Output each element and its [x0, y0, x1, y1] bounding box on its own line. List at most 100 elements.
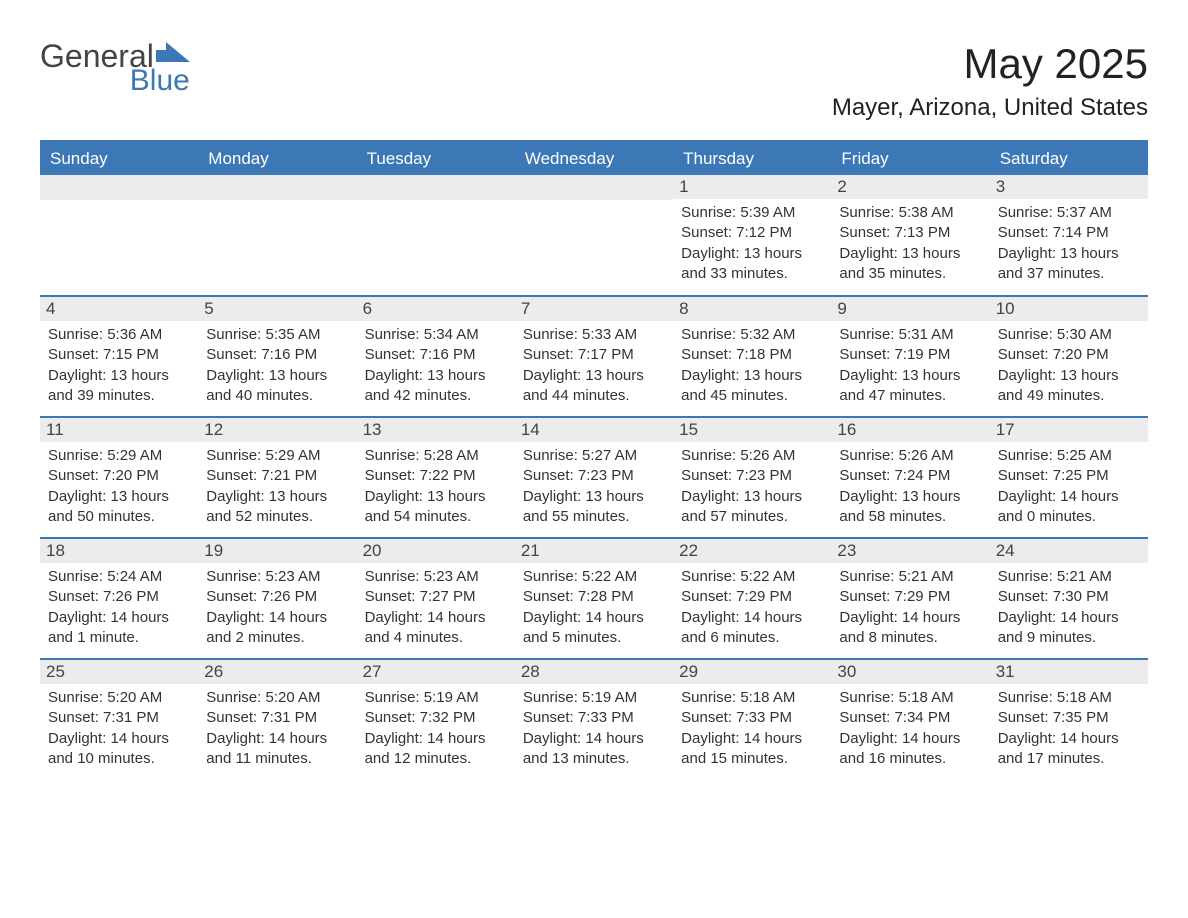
day-number: 3 — [990, 175, 1148, 199]
day-number: 18 — [40, 539, 198, 563]
day-name: Tuesday — [357, 143, 515, 175]
daylight-text: Daylight: 13 hours and 47 minutes. — [839, 366, 981, 407]
sunset-text: Sunset: 7:30 PM — [998, 587, 1140, 607]
day-info: Sunrise: 5:18 AMSunset: 7:33 PMDaylight:… — [681, 688, 823, 769]
day-number: 12 — [198, 418, 356, 442]
day-cell: 29Sunrise: 5:18 AMSunset: 7:33 PMDayligh… — [673, 660, 831, 779]
day-cell — [515, 175, 673, 295]
calendar: Sunday Monday Tuesday Wednesday Thursday… — [40, 140, 1148, 779]
sunset-text: Sunset: 7:24 PM — [839, 466, 981, 486]
sunrise-text: Sunrise: 5:20 AM — [48, 688, 190, 708]
sunset-text: Sunset: 7:31 PM — [206, 708, 348, 728]
day-info: Sunrise: 5:37 AMSunset: 7:14 PMDaylight:… — [998, 203, 1140, 284]
day-cell: 17Sunrise: 5:25 AMSunset: 7:25 PMDayligh… — [990, 418, 1148, 537]
day-info: Sunrise: 5:34 AMSunset: 7:16 PMDaylight:… — [365, 325, 507, 406]
sunrise-text: Sunrise: 5:19 AM — [365, 688, 507, 708]
sunrise-text: Sunrise: 5:18 AM — [998, 688, 1140, 708]
day-info: Sunrise: 5:23 AMSunset: 7:27 PMDaylight:… — [365, 567, 507, 648]
day-cell: 22Sunrise: 5:22 AMSunset: 7:29 PMDayligh… — [673, 539, 831, 658]
day-number: 13 — [357, 418, 515, 442]
logo-blue-text: Blue — [118, 66, 190, 96]
day-cell: 26 Sunrise: 5:20 AMSunset: 7:31 PMDayligh… — [198, 660, 356, 779]
sunset-text: Sunset: 7:22 PM — [365, 466, 507, 486]
day-cell: 3 Sunrise: 5:37 AMSunset: 7:14 PMDaylight… — [990, 175, 1148, 295]
day-cell — [198, 175, 356, 295]
daylight-text: Daylight: 13 hours and 55 minutes. — [523, 487, 665, 528]
daylight-text: Daylight: 14 hours and 16 minutes. — [839, 729, 981, 770]
logo: General Blue — [40, 40, 190, 96]
day-number: 20 — [357, 539, 515, 563]
sunset-text: Sunset: 7:27 PM — [365, 587, 507, 607]
sunrise-text: Sunrise: 5:24 AM — [48, 567, 190, 587]
sunrise-text: Sunrise: 5:26 AM — [681, 446, 823, 466]
day-info: Sunrise: 5:22 AMSunset: 7:29 PMDaylight:… — [681, 567, 823, 648]
daylight-text: Daylight: 13 hours and 49 minutes. — [998, 366, 1140, 407]
sunset-text: Sunset: 7:14 PM — [998, 223, 1140, 243]
day-number: 28 — [515, 660, 673, 684]
daylight-text: Daylight: 14 hours and 15 minutes. — [681, 729, 823, 770]
day-info: Sunrise: 5:31 AMSunset: 7:19 PMDaylight:… — [839, 325, 981, 406]
day-info: Sunrise: 5:19 AMSunset: 7:32 PMDaylight:… — [365, 688, 507, 769]
sunset-text: Sunset: 7:29 PM — [681, 587, 823, 607]
day-cell: 19Sunrise: 5:23 AMSunset: 7:26 PMDayligh… — [198, 539, 356, 658]
day-info: Sunrise: 5:21 AMSunset: 7:30 PMDaylight:… — [998, 567, 1140, 648]
day-number: 17 — [990, 418, 1148, 442]
day-cell: 31Sunrise: 5:18 AMSunset: 7:35 PMDayligh… — [990, 660, 1148, 779]
day-info: Sunrise: 5:38 AMSunset: 7:13 PMDaylight:… — [839, 203, 981, 284]
day-info: Sunrise: 5:26 AMSunset: 7:24 PMDaylight:… — [839, 446, 981, 527]
sunrise-text: Sunrise: 5:32 AM — [681, 325, 823, 345]
day-number: 24 — [990, 539, 1148, 563]
day-number: 14 — [515, 418, 673, 442]
day-cell: 15Sunrise: 5:26 AMSunset: 7:23 PMDayligh… — [673, 418, 831, 537]
day-number: 19 — [198, 539, 356, 563]
day-name: Sunday — [40, 143, 198, 175]
daylight-text: Daylight: 13 hours and 33 minutes. — [681, 244, 823, 285]
daylight-text: Daylight: 14 hours and 0 minutes. — [998, 487, 1140, 528]
sunset-text: Sunset: 7:23 PM — [523, 466, 665, 486]
sunrise-text: Sunrise: 5:29 AM — [206, 446, 348, 466]
daylight-text: Daylight: 14 hours and 9 minutes. — [998, 608, 1140, 649]
day-info: Sunrise: 5:35 AMSunset: 7:16 PMDaylight:… — [206, 325, 348, 406]
day-names-row: Sunday Monday Tuesday Wednesday Thursday… — [40, 143, 1148, 175]
sunrise-text: Sunrise: 5:23 AM — [365, 567, 507, 587]
sunset-text: Sunset: 7:19 PM — [839, 345, 981, 365]
week-row: 11Sunrise: 5:29 AMSunset: 7:20 PMDayligh… — [40, 416, 1148, 537]
sunrise-text: Sunrise: 5:33 AM — [523, 325, 665, 345]
day-name: Thursday — [673, 143, 831, 175]
day-number: 6 — [357, 297, 515, 321]
day-number: 16 — [831, 418, 989, 442]
sunset-text: Sunset: 7:25 PM — [998, 466, 1140, 486]
month-title: May 2025 — [832, 40, 1148, 88]
daylight-text: Daylight: 14 hours and 17 minutes. — [998, 729, 1140, 770]
sunrise-text: Sunrise: 5:31 AM — [839, 325, 981, 345]
sunset-text: Sunset: 7:16 PM — [365, 345, 507, 365]
daylight-text: Daylight: 13 hours and 40 minutes. — [206, 366, 348, 407]
sunset-text: Sunset: 7:33 PM — [523, 708, 665, 728]
daylight-text: Daylight: 14 hours and 5 minutes. — [523, 608, 665, 649]
day-cell: 8Sunrise: 5:32 AMSunset: 7:18 PMDaylight… — [673, 297, 831, 416]
day-name: Saturday — [990, 143, 1148, 175]
day-info: Sunrise: 5:24 AMSunset: 7:26 PMDaylight:… — [48, 567, 190, 648]
day-number: 26 — [198, 660, 356, 684]
sunset-text: Sunset: 7:23 PM — [681, 466, 823, 486]
day-cell: 30Sunrise: 5:18 AMSunset: 7:34 PMDayligh… — [831, 660, 989, 779]
day-number: 30 — [831, 660, 989, 684]
sunrise-text: Sunrise: 5:38 AM — [839, 203, 981, 223]
sunset-text: Sunset: 7:21 PM — [206, 466, 348, 486]
day-info: Sunrise: 5:36 AMSunset: 7:15 PMDaylight:… — [48, 325, 190, 406]
daylight-text: Daylight: 14 hours and 13 minutes. — [523, 729, 665, 770]
sunset-text: Sunset: 7:33 PM — [681, 708, 823, 728]
sunset-text: Sunset: 7:12 PM — [681, 223, 823, 243]
day-cell: 23Sunrise: 5:21 AMSunset: 7:29 PMDayligh… — [831, 539, 989, 658]
sunrise-text: Sunrise: 5:18 AM — [839, 688, 981, 708]
day-number: 10 — [990, 297, 1148, 321]
sunrise-text: Sunrise: 5:19 AM — [523, 688, 665, 708]
daylight-text: Daylight: 14 hours and 6 minutes. — [681, 608, 823, 649]
empty-day — [357, 175, 515, 200]
sunrise-text: Sunrise: 5:29 AM — [48, 446, 190, 466]
sunrise-text: Sunrise: 5:26 AM — [839, 446, 981, 466]
day-info: Sunrise: 5:20 AMSunset: 7:31 PMDaylight:… — [206, 688, 348, 769]
sunrise-text: Sunrise: 5:18 AM — [681, 688, 823, 708]
day-cell: 14Sunrise: 5:27 AMSunset: 7:23 PMDayligh… — [515, 418, 673, 537]
day-number: 1 — [673, 175, 831, 199]
